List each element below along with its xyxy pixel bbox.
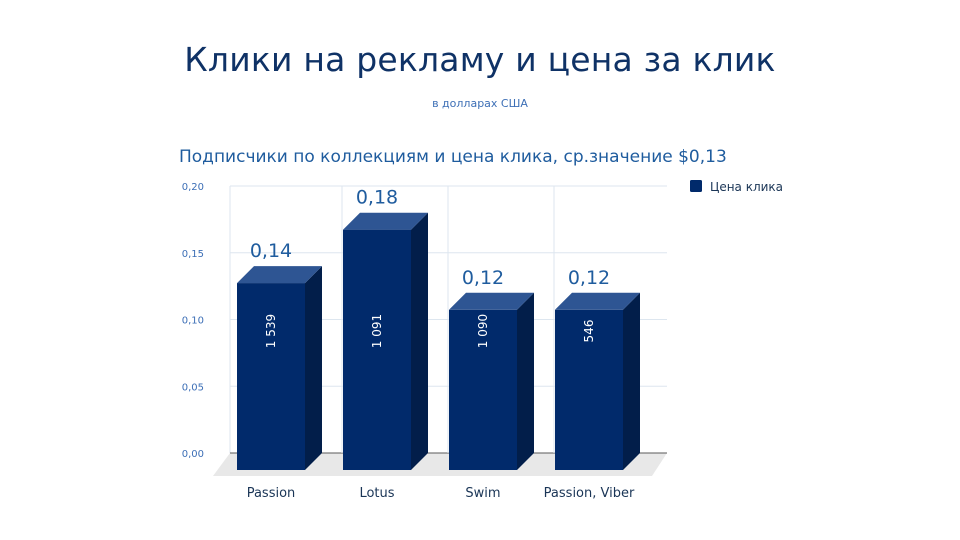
chart-floor	[213, 453, 667, 476]
bar-value-label: 0,18	[356, 187, 398, 209]
bar-side	[623, 292, 640, 470]
bar-value-label: 0,14	[250, 240, 292, 262]
bar-inner-label: 1 090	[476, 314, 490, 348]
bar-inner-label: 1 539	[264, 314, 278, 348]
chart-title: Подписчики по коллекциям и цена клика, с…	[179, 147, 727, 167]
bar-value-label: 0,12	[462, 267, 504, 289]
x-tick-label: Passion, Viber	[544, 486, 635, 501]
slide-title: Клики на рекламу и цена за клик	[184, 40, 776, 79]
bar: 0,12 1 090	[449, 267, 534, 470]
x-tick-label: Lotus	[359, 486, 394, 501]
y-tick-label: 0,20	[182, 182, 204, 193]
bar-front	[449, 309, 517, 470]
y-tick-label: 0,00	[182, 449, 204, 460]
y-tick-label: 0,15	[182, 249, 204, 260]
y-tick-label: 0,05	[182, 382, 204, 393]
x-tick-label: Swim	[465, 486, 500, 501]
bar: 0,12 546	[555, 267, 640, 470]
bar-top	[237, 266, 322, 284]
y-tick-label: 0,10	[182, 316, 204, 327]
legend-swatch	[690, 180, 702, 192]
bar: 0,18 1 091	[343, 187, 428, 470]
bar-top	[343, 212, 428, 230]
bar-front	[555, 309, 623, 470]
bar: 0,14 1 539	[237, 240, 322, 470]
slide-subtitle: в долларах США	[432, 97, 528, 110]
bar-front	[237, 283, 305, 470]
bar-side	[517, 292, 534, 470]
legend-label: Цена клика	[710, 180, 783, 194]
bar-top	[555, 292, 640, 310]
bar-side	[411, 212, 428, 470]
bar-inner-label: 1 091	[370, 314, 384, 348]
bar-inner-label: 546	[582, 320, 596, 343]
bar-front	[343, 229, 411, 470]
x-tick-label: Passion	[247, 486, 296, 501]
bar-top	[449, 292, 534, 310]
bar-side	[305, 266, 322, 470]
bar-value-label: 0,12	[568, 267, 610, 289]
